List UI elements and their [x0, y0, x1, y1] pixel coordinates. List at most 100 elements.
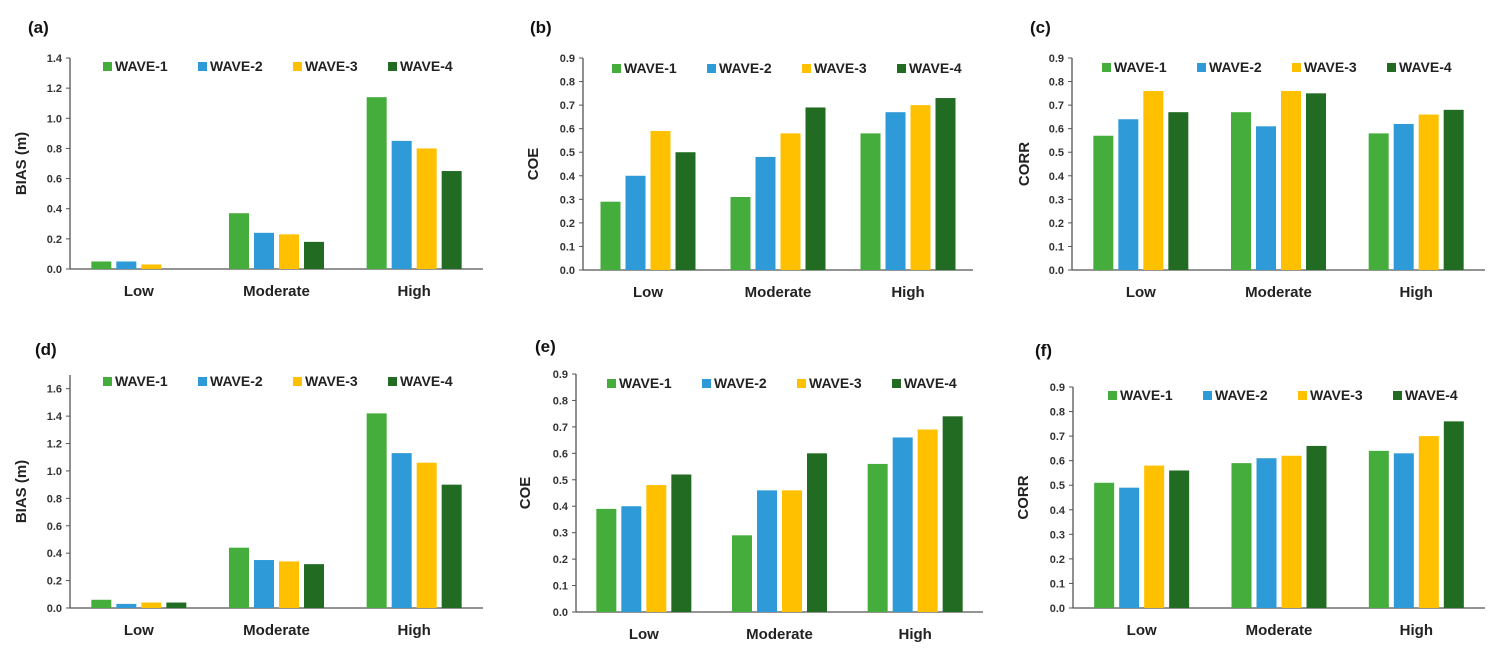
bar-wave-4-low: [1169, 470, 1190, 608]
panel-d: (d) 0.0 0.2 0.4 0.6 0.8 1.0 1.2 1.4 1.6 BIAS (m) Lo…: [13, 340, 483, 639]
bar-wave-4-low: [166, 602, 187, 608]
y-tick-label: 0.6: [47, 174, 62, 186]
legend-swatch: [1197, 63, 1206, 72]
x-tick-label: Moderate: [1245, 284, 1312, 301]
bar-wave-2-high: [1393, 453, 1414, 608]
panel-a: (a) 0.0 0.2 0.4 0.6 0.8 1.0 1.2 1.4 BIAS (m) Low Mo…: [13, 18, 483, 300]
bar-wave-4-high: [441, 484, 462, 608]
bar-wave-4-moderate: [805, 107, 826, 270]
bar-wave-3-moderate: [279, 234, 299, 269]
bar-wave-2-high: [1393, 123, 1414, 270]
bar-wave-4-high: [1443, 109, 1464, 270]
y-tick-label: 1.4: [47, 53, 63, 65]
y-tick-label: 0.5: [553, 475, 568, 487]
legend-item-wave-2: WAVE-2: [707, 60, 772, 76]
y-tick-label: 1.6: [47, 384, 62, 396]
legend-swatch: [1292, 63, 1301, 72]
bar-wave-1-low: [1094, 482, 1115, 608]
bar-wave-1-high: [867, 463, 888, 612]
legend-item-wave-3: WAVE-3: [1298, 387, 1363, 403]
legend-swatch: [1108, 391, 1117, 400]
y-tick-label: 0.7: [1049, 100, 1064, 112]
y-tick-label: 0.9: [560, 53, 575, 65]
panel-b: (b) 0.0 0.1 0.2 0.3 0.4 0.5 0.6 0.7 0.8 0.9 COE Low M…: [525, 18, 973, 301]
bar-wave-1-moderate: [732, 535, 752, 612]
x-tick-label: High: [1400, 284, 1433, 301]
x-tick-label: High: [398, 622, 431, 639]
x-tick-label: Moderate: [745, 284, 812, 301]
bar-wave-3-low: [141, 264, 162, 269]
y-tick-label: 0.1: [560, 241, 575, 253]
y-tick-label: 0.1: [1050, 578, 1065, 590]
legend-swatch: [293, 62, 302, 71]
bar-wave-3-high: [910, 105, 931, 270]
y-tick-label: 0.2: [1049, 218, 1064, 230]
x-tick-label: Moderate: [746, 626, 813, 643]
legend-swatch: [388, 377, 397, 386]
bar-wave-4-low: [671, 474, 692, 612]
bar-wave-4-moderate: [1306, 445, 1327, 608]
panel-label: (b): [530, 18, 552, 37]
bar-wave-1-moderate: [1231, 112, 1251, 270]
bar-wave-4-high: [935, 98, 956, 271]
legend-swatch: [388, 62, 397, 71]
bar-wave-2-moderate: [254, 560, 274, 608]
bar-wave-3-moderate: [780, 133, 801, 270]
legend-item-wave-2: WAVE-2: [1203, 387, 1268, 403]
y-tick-label: 0.8: [553, 395, 568, 407]
bar-wave-2-moderate: [254, 232, 274, 269]
y-tick-label: 0.3: [1049, 194, 1064, 206]
y-tick-label: 0.4: [560, 171, 576, 183]
legend-label: WAVE-4: [909, 60, 962, 76]
legend-item-wave-1: WAVE-1: [612, 60, 677, 76]
legend-label: WAVE-1: [1114, 59, 1167, 75]
bar-wave-3-high: [416, 462, 437, 608]
legend-item-wave-2: WAVE-2: [198, 373, 263, 389]
y-tick-label: 0.7: [1050, 431, 1065, 443]
panel-e: (e) 0.0 0.1 0.2 0.3 0.4 0.5 0.6 0.7 0.8 0.9 COE Low M…: [517, 337, 983, 643]
y-tick-label: 0.2: [560, 218, 575, 230]
bar-wave-3-high: [416, 148, 437, 269]
x-tick-label: Low: [124, 283, 154, 300]
bar-wave-2-low: [116, 603, 137, 608]
legend-item-wave-3: WAVE-3: [1292, 59, 1357, 75]
panel-label: (f): [1035, 341, 1052, 360]
legend-swatch: [612, 64, 621, 73]
legend-label: WAVE-4: [400, 373, 453, 389]
y-tick-label: 1.2: [47, 83, 62, 95]
y-tick-label: 0.7: [553, 422, 568, 434]
y-tick-label: 0.0: [553, 607, 568, 619]
y-tick-label: 0.5: [1050, 480, 1065, 492]
y-tick-label: 0.2: [47, 576, 62, 588]
legend-label: WAVE-2: [1209, 59, 1262, 75]
x-tick-label: Low: [1127, 622, 1157, 639]
bar-wave-2-low: [621, 506, 642, 612]
legend-label: WAVE-2: [719, 60, 772, 76]
legend-swatch: [802, 64, 811, 73]
y-tick-label: 0.0: [47, 264, 62, 276]
panel-label: (a): [28, 18, 49, 37]
bar-wave-1-high: [1368, 133, 1389, 270]
y-tick-label: 0.5: [560, 147, 575, 159]
x-tick-label: High: [899, 626, 932, 643]
legend-swatch: [1102, 63, 1111, 72]
bar-wave-1-high: [1368, 450, 1389, 608]
bar-wave-3-moderate: [782, 490, 802, 612]
y-axis-label: COE: [517, 477, 534, 510]
legend-item-wave-1: WAVE-1: [103, 373, 168, 389]
legend-swatch: [897, 64, 906, 73]
bar-wave-1-moderate: [229, 213, 249, 269]
legend-label: WAVE-3: [814, 60, 867, 76]
bar-wave-1-low: [1093, 135, 1114, 270]
x-tick-label: High: [891, 284, 924, 301]
legend-label: WAVE-1: [115, 373, 168, 389]
bar-wave-4-moderate: [304, 241, 324, 269]
legend-label: WAVE-4: [904, 375, 957, 391]
bar-wave-4-moderate: [304, 564, 324, 608]
legend-item-wave-2: WAVE-2: [198, 58, 263, 74]
y-axis-label: CORR: [1015, 475, 1032, 519]
legend-item-wave-1: WAVE-1: [103, 58, 168, 74]
panel-label: (c): [1030, 18, 1051, 37]
legend-item-wave-3: WAVE-3: [797, 375, 862, 391]
bar-wave-1-high: [860, 133, 881, 270]
